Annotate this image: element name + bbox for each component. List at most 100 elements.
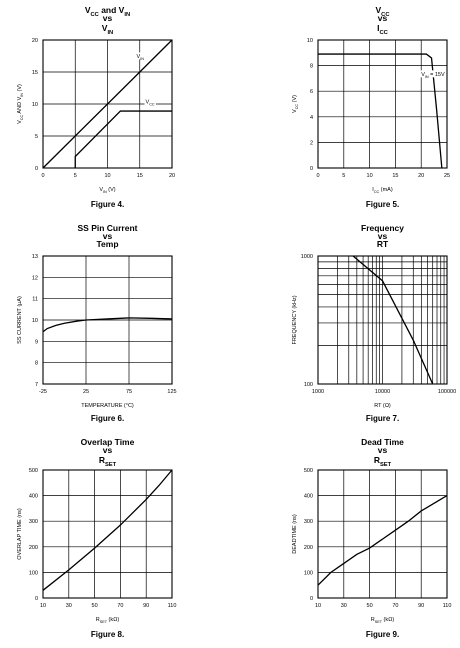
y-tick-label: 100 bbox=[304, 382, 313, 388]
series-line bbox=[352, 255, 434, 385]
x-tick-label: 0 bbox=[41, 173, 44, 179]
chart-title-line: vs bbox=[378, 13, 388, 23]
y-tick-label: 400 bbox=[29, 494, 38, 500]
chart-title-line: vs bbox=[103, 445, 113, 455]
grid bbox=[318, 470, 447, 598]
x-tick-label: 5 bbox=[342, 173, 345, 179]
x-tick-label: 25 bbox=[444, 173, 450, 179]
plot-frame bbox=[317, 255, 448, 385]
x-tick-label: 125 bbox=[167, 389, 176, 395]
x-tick-label: 100000 bbox=[438, 389, 456, 395]
x-tick-label: 15 bbox=[137, 173, 143, 179]
x-axis-label: RT (Ω) bbox=[374, 403, 391, 409]
x-tick-label: 70 bbox=[392, 603, 398, 609]
chart-title-line: Overlap Time bbox=[81, 437, 135, 447]
grid bbox=[43, 470, 172, 598]
y-tick-label: 400 bbox=[304, 494, 313, 500]
series-line bbox=[42, 317, 173, 333]
y-axis-label: VCC (V) bbox=[292, 95, 299, 113]
y-tick-label: 12 bbox=[32, 275, 38, 281]
series-line bbox=[318, 53, 443, 169]
x-tick-label: 10000 bbox=[375, 389, 390, 395]
y-tick-label: 8 bbox=[35, 361, 38, 367]
y-axis-label-group: DEADTIME (ns) bbox=[292, 514, 298, 554]
x-axis-label: TEMPERATURE (°C) bbox=[81, 403, 134, 409]
chart-title-line: RSET bbox=[374, 455, 392, 468]
y-tick-label: 4 bbox=[310, 115, 313, 121]
chart-title-line: Dead Time bbox=[361, 437, 404, 447]
y-tick-label: 100 bbox=[29, 570, 38, 576]
x-tick-label: 30 bbox=[341, 603, 347, 609]
y-axis-label: VCC AND VIN (V) bbox=[17, 84, 24, 124]
grid bbox=[43, 256, 172, 384]
x-tick-label: 5 bbox=[74, 173, 77, 179]
chart-title-line: VCC bbox=[376, 5, 390, 18]
plot-frame bbox=[317, 39, 448, 169]
chart-title-line: vs bbox=[103, 231, 113, 241]
x-axis-label: VIN (V) bbox=[99, 187, 115, 194]
x-tick-label: 50 bbox=[367, 603, 373, 609]
series-line bbox=[74, 110, 172, 168]
y-tick-label: 0 bbox=[310, 596, 313, 602]
grid bbox=[318, 256, 447, 384]
x-tick-label: 20 bbox=[418, 173, 424, 179]
chart-title-line: Frequency bbox=[361, 223, 404, 233]
figure-caption: Figure 5. bbox=[366, 200, 399, 209]
figure-caption: Figure 4. bbox=[91, 200, 124, 209]
plot-frame bbox=[317, 469, 448, 599]
figure-caption: Figure 9. bbox=[366, 630, 399, 639]
chart-title-line: Temp bbox=[96, 239, 118, 249]
y-axis-label-group: FREQUENCY (kHz) bbox=[292, 295, 298, 344]
y-tick-label: 500 bbox=[304, 468, 313, 474]
y-axis-label: OVERLAP TIME (ns) bbox=[17, 508, 23, 560]
x-tick-label: 10 bbox=[315, 603, 321, 609]
plot-frame bbox=[42, 469, 173, 599]
y-tick-label: 6 bbox=[310, 89, 313, 95]
y-tick-label: 20 bbox=[32, 38, 38, 44]
x-tick-label: 15 bbox=[392, 173, 398, 179]
y-axis-label-group: VCC (V) bbox=[292, 95, 299, 113]
x-tick-label: 30 bbox=[66, 603, 72, 609]
y-tick-label: 300 bbox=[29, 519, 38, 525]
series-annotation: VCC bbox=[146, 99, 155, 106]
x-axis-label: ICC (mA) bbox=[372, 187, 393, 194]
x-tick-label: 110 bbox=[443, 603, 452, 609]
x-axis-label: RSET (kΩ) bbox=[96, 617, 120, 624]
x-tick-label: 75 bbox=[126, 389, 132, 395]
y-tick-label: 0 bbox=[310, 166, 313, 172]
y-axis-label-group: SS CURRENT (µA) bbox=[17, 296, 23, 344]
x-tick-label: 10 bbox=[367, 173, 373, 179]
y-tick-label: 200 bbox=[29, 545, 38, 551]
series-annotation: VIN bbox=[137, 54, 145, 61]
y-tick-label: 7 bbox=[35, 382, 38, 388]
annotation-background bbox=[135, 52, 146, 60]
figure-caption: Figure 6. bbox=[91, 414, 124, 423]
x-tick-label: 90 bbox=[143, 603, 149, 609]
chart-title-line: ICC bbox=[377, 23, 388, 36]
annotation-background bbox=[420, 70, 447, 78]
chart-title-line: VIN bbox=[102, 23, 113, 36]
chart-title-line: vs bbox=[103, 13, 113, 23]
chart-title-line: vs bbox=[378, 231, 388, 241]
y-tick-label: 500 bbox=[29, 468, 38, 474]
y-tick-label: 9 bbox=[35, 339, 38, 345]
series-line bbox=[42, 469, 173, 591]
y-axis-label-group: OVERLAP TIME (ns) bbox=[17, 508, 23, 560]
grid bbox=[318, 40, 447, 168]
x-tick-label: 10 bbox=[40, 603, 46, 609]
series-line bbox=[317, 495, 448, 586]
plot-frame bbox=[42, 39, 173, 169]
x-tick-label: 90 bbox=[418, 603, 424, 609]
x-tick-label: 20 bbox=[169, 173, 175, 179]
y-tick-label: 15 bbox=[32, 70, 38, 76]
y-axis-label: FREQUENCY (kHz) bbox=[292, 295, 298, 344]
y-tick-label: 200 bbox=[304, 545, 313, 551]
series-annotation: VIN = 15V bbox=[421, 72, 445, 79]
